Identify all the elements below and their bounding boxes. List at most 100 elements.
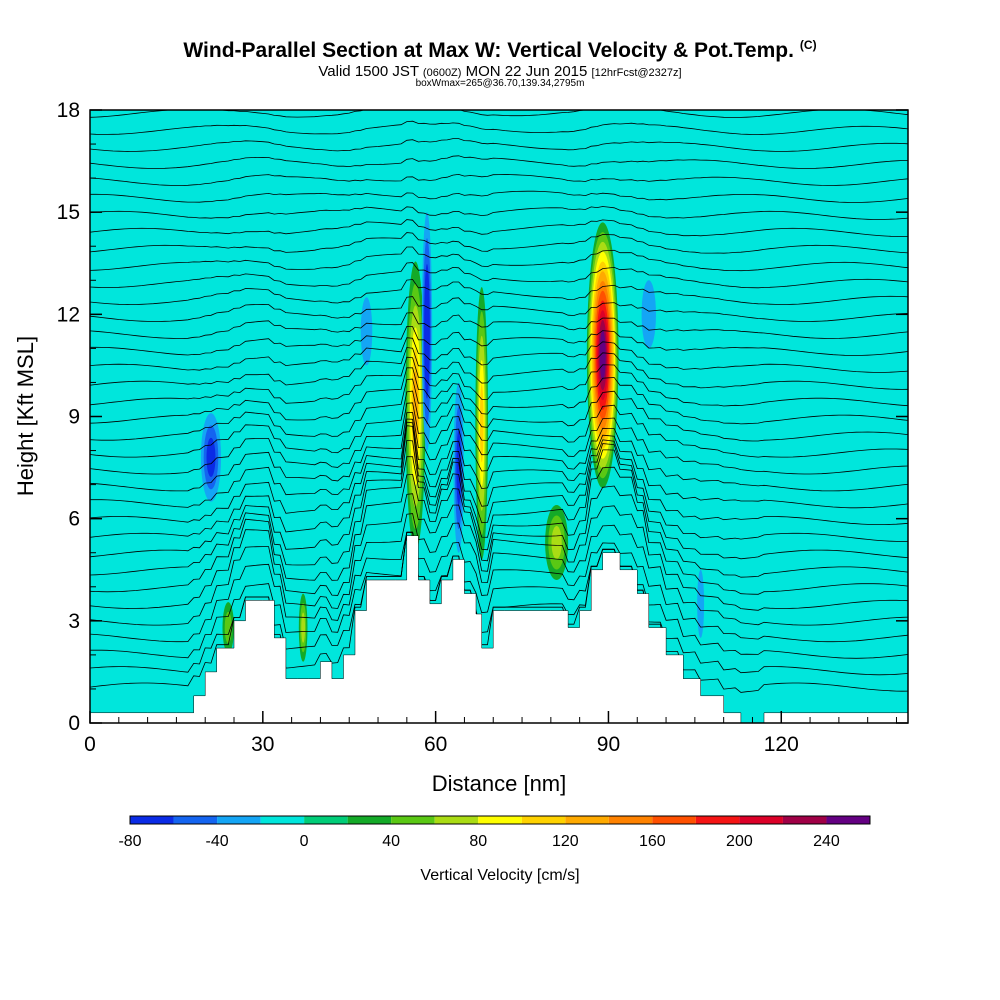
velocity-cell-7-level-0 bbox=[641, 280, 656, 349]
isentrope-line-13 bbox=[90, 402, 908, 475]
colorbar-swatch bbox=[217, 816, 261, 824]
colorbar-swatch bbox=[434, 816, 479, 824]
x-tick-label: 60 bbox=[424, 733, 447, 756]
colorbar-label: Vertical Velocity [cm/s] bbox=[420, 867, 579, 884]
isentrope-line-31 bbox=[90, 155, 908, 169]
valid-time: Valid 1500 JST (0600Z) MON 22 Jun 2015 [… bbox=[0, 63, 1000, 80]
isentrope-line-1 bbox=[90, 531, 908, 676]
colorbar-swatch bbox=[260, 816, 305, 824]
isentrope-line-4 bbox=[90, 513, 908, 626]
isentrope-line-29 bbox=[90, 190, 908, 203]
colorbar-tick-label: 200 bbox=[726, 833, 753, 850]
isentrope-line-18 bbox=[90, 347, 908, 390]
axes: 0 30 60 90 120 0 3 6 9 12 15 18 bbox=[57, 99, 908, 756]
colorbar-swatch bbox=[826, 816, 870, 824]
isentrope-line-8 bbox=[90, 439, 908, 560]
colorbar-swatch bbox=[478, 816, 522, 824]
colorbar-swatch bbox=[173, 816, 218, 824]
colorbar: -80 -40 0 40 80 120 160 200 240 bbox=[118, 815, 871, 850]
isentrope-line-27 bbox=[90, 219, 908, 237]
y-axis-label: Height [Kft MSL] bbox=[13, 336, 38, 496]
colorbar-swatch bbox=[608, 816, 653, 824]
isentrope-line-6 bbox=[90, 473, 908, 595]
colorbar-tick-label: -40 bbox=[205, 833, 228, 850]
isentrope-line-11 bbox=[90, 418, 908, 509]
valid-date: MON 22 Jun 2015 bbox=[465, 63, 588, 80]
isentrope-line-7 bbox=[90, 456, 908, 578]
colorbar-swatch bbox=[304, 816, 348, 824]
isentrope-line-24 bbox=[90, 262, 908, 289]
isentrope-line-10 bbox=[90, 421, 908, 525]
y-tick-label: 15 bbox=[57, 201, 80, 224]
x-tick-label: 0 bbox=[84, 733, 96, 756]
isentrope-line-33 bbox=[90, 120, 908, 135]
velocity-cell-1-level-4 bbox=[479, 384, 484, 463]
isentrope-line-26 bbox=[90, 232, 908, 254]
colorbar-swatch bbox=[565, 816, 609, 824]
isentrope-line-15 bbox=[90, 378, 908, 442]
isentrope-line-14 bbox=[90, 390, 908, 458]
isentrope-line-5 bbox=[90, 493, 908, 611]
terrain bbox=[90, 535, 908, 723]
copyright-mark: (C) bbox=[799, 38, 817, 52]
colorbar-swatch bbox=[739, 816, 783, 824]
isentrope-line-22 bbox=[90, 296, 908, 322]
valid-prefix: Valid 1500 JST bbox=[318, 63, 419, 80]
isentrope-line-25 bbox=[90, 246, 908, 272]
y-tick-label: 9 bbox=[68, 406, 80, 429]
velocity-cell-9-level-2 bbox=[301, 612, 306, 643]
y-tick-label: 6 bbox=[68, 508, 80, 531]
velocity-cell-6-level-0 bbox=[360, 297, 373, 366]
isentrope-line-20 bbox=[90, 325, 908, 356]
isentrope-line-23 bbox=[90, 279, 908, 305]
forecast-info: [12hrFcst@2327z] bbox=[591, 67, 682, 79]
velocity-cell-3-level-3 bbox=[425, 289, 429, 373]
isentrope-line-28 bbox=[90, 206, 908, 220]
isentrope-line-17 bbox=[90, 356, 908, 407]
y-tick-label: 18 bbox=[57, 99, 80, 122]
y-tick-label: 0 bbox=[68, 712, 80, 735]
colorbar-tick-label: 160 bbox=[639, 833, 666, 850]
box-info: boxWmax=265@36.70,139.34,2795m bbox=[415, 78, 585, 89]
plot-area bbox=[90, 57, 908, 723]
y-tick-label: 12 bbox=[57, 303, 80, 326]
isentrope-line-9 bbox=[90, 425, 908, 542]
isentrope-line-37 bbox=[90, 57, 908, 66]
isentrope-line-3 bbox=[90, 531, 908, 643]
isentrope-line-21 bbox=[90, 312, 908, 339]
isentrope-line-16 bbox=[90, 367, 908, 425]
isentrope-line-30 bbox=[90, 173, 908, 186]
isentrope-line-32 bbox=[90, 138, 908, 152]
colorbar-tick-label: 240 bbox=[813, 833, 840, 850]
x-tick-label: 90 bbox=[597, 733, 620, 756]
isentrope-line-35 bbox=[90, 89, 908, 101]
velocity-cell-4-level-2 bbox=[456, 429, 461, 506]
chart-title: Wind-Parallel Section at Max W: Vertical… bbox=[0, 38, 1000, 63]
isentrope-line-36 bbox=[90, 73, 908, 83]
valid-utc: (0600Z) bbox=[422, 67, 462, 79]
y-tick-label: 3 bbox=[68, 610, 80, 633]
x-tick-label: 30 bbox=[251, 733, 274, 756]
velocity-cell-5-level-2 bbox=[206, 437, 216, 478]
colorbar-swatch bbox=[652, 816, 696, 824]
isentrope-line-19 bbox=[90, 337, 908, 373]
colorbar-swatch bbox=[391, 816, 435, 824]
velocity-cell-11-level-0 bbox=[697, 569, 705, 638]
colorbar-tick-label: 40 bbox=[382, 833, 400, 850]
x-tick-label: 120 bbox=[764, 733, 799, 756]
title-text: Wind-Parallel Section at Max W: Vertical… bbox=[183, 39, 794, 62]
colorbar-swatch bbox=[521, 816, 566, 824]
velocity-cells bbox=[200, 212, 705, 662]
colorbar-tick-label: -80 bbox=[118, 833, 141, 850]
velocity-cell-0-level-12 bbox=[600, 339, 605, 371]
x-axis-label: Distance [nm] bbox=[432, 771, 567, 796]
isentrope-line-2 bbox=[90, 531, 908, 659]
colorbar-tick-label: 80 bbox=[469, 833, 487, 850]
colorbar-tick-label: 0 bbox=[300, 833, 309, 850]
velocity-cell-8-level-2 bbox=[551, 525, 562, 560]
colorbar-frame bbox=[129, 815, 871, 825]
colorbar-swatch bbox=[695, 816, 740, 824]
colorbar-swatch bbox=[347, 816, 392, 824]
colorbar-swatch bbox=[782, 816, 827, 824]
